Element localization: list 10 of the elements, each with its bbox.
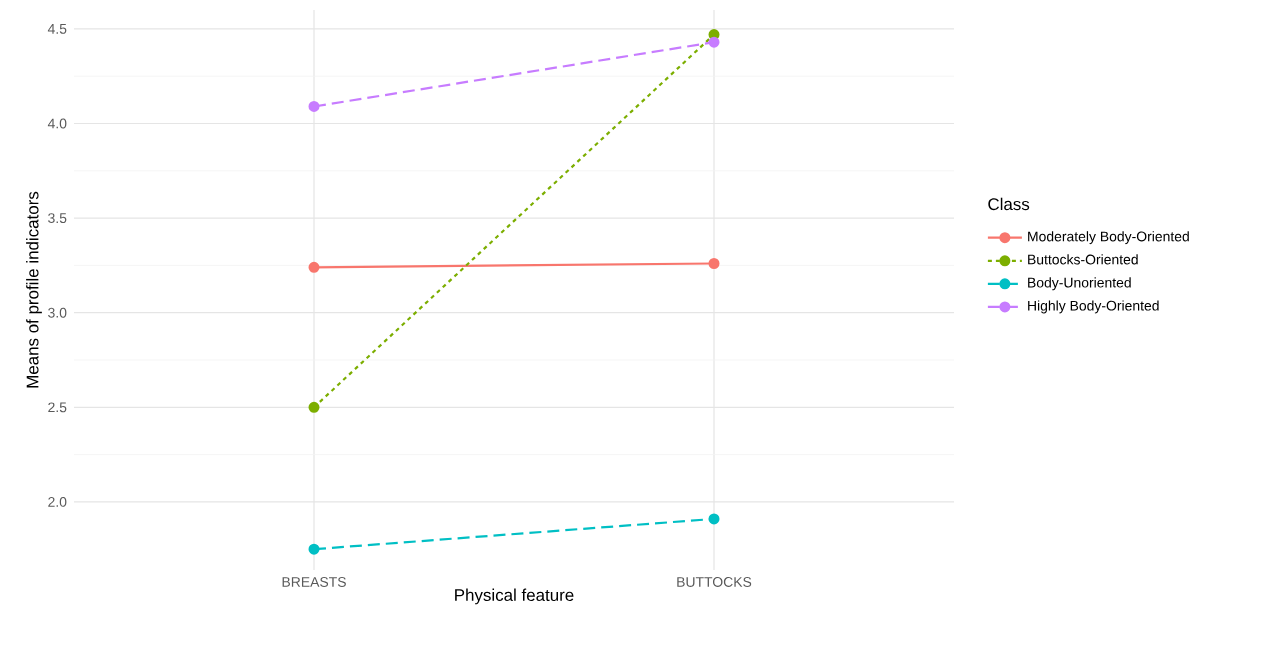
y-axis-title: Means of profile indicators [26,191,42,388]
point [308,100,320,112]
point [708,258,720,270]
point [308,261,320,273]
point [308,401,320,413]
x-axis-title: Physical feature [455,588,574,605]
point [708,513,720,525]
legend-title: Class [988,197,1030,211]
point [708,36,720,48]
point [308,543,320,555]
